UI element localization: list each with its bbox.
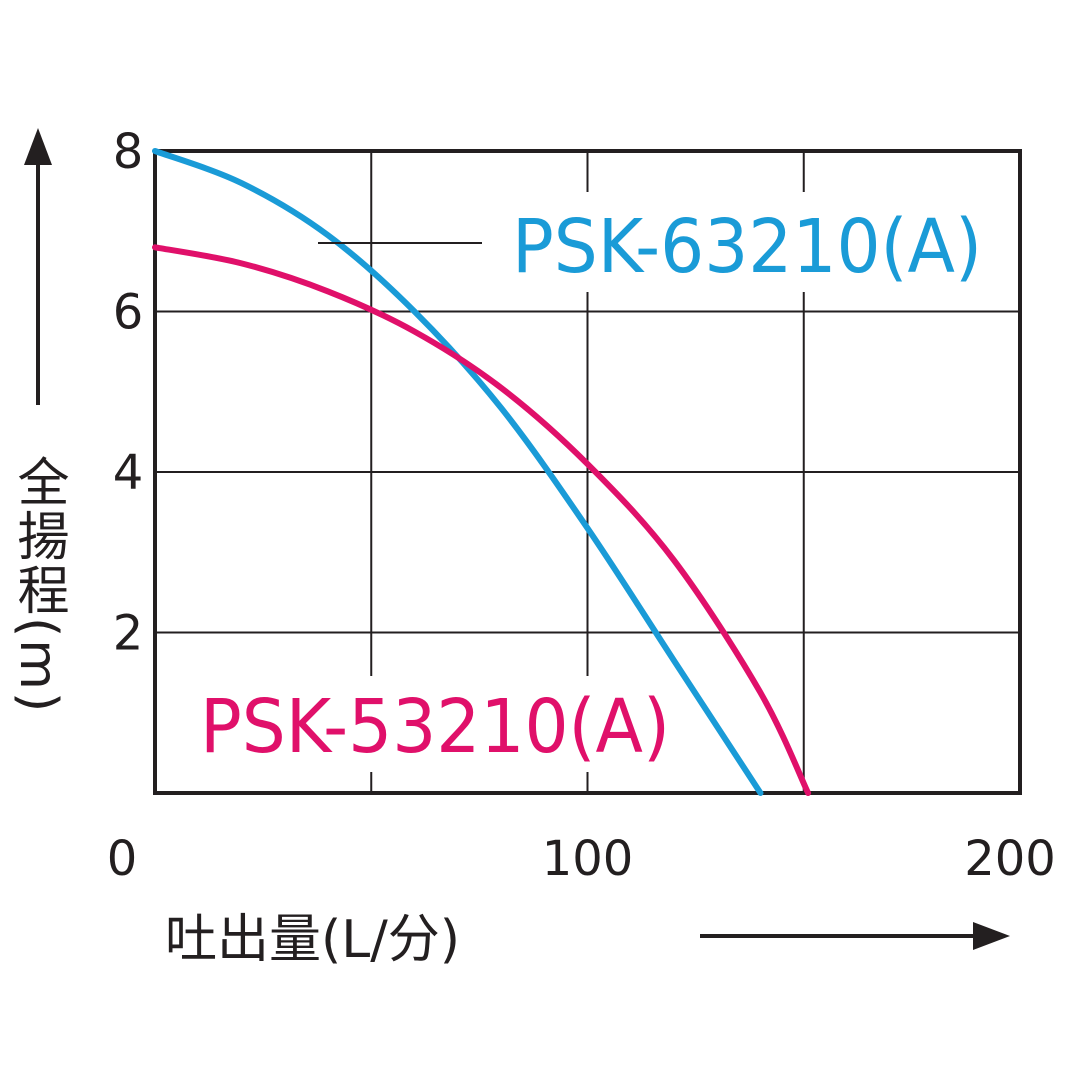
- y-axis-arrow: [24, 128, 52, 405]
- y-tick-label: 8: [113, 124, 144, 180]
- series-group: [152, 148, 812, 796]
- x-tick-label: 200: [964, 831, 1056, 887]
- x-tick-label: 100: [542, 831, 634, 887]
- x-tick-label: 0: [107, 831, 138, 887]
- x-axis-arrow: [700, 922, 1010, 950]
- series-label-bg: [492, 192, 992, 292]
- series-labels: PSK-63210(A) PSK-53210(A): [186, 192, 992, 772]
- plot-frame: [153, 149, 1022, 795]
- y-tick-label: 2: [113, 606, 144, 662]
- tick-labels: 2 4 6 8 0 100 200: [107, 124, 1056, 887]
- y-tick-label: 4: [113, 445, 144, 501]
- series-line-2: [152, 244, 812, 796]
- x-axis-label: 吐出量(L/分): [165, 910, 460, 970]
- series-line-1: [152, 148, 764, 796]
- series-label-bg: [186, 676, 666, 772]
- y-tick-label: 6: [113, 285, 144, 341]
- series-label-2: PSK-53210(A): [200, 684, 670, 770]
- series-label-1: PSK-63210(A): [512, 204, 982, 290]
- y-axis-label: 全揚程(m): [8, 455, 68, 714]
